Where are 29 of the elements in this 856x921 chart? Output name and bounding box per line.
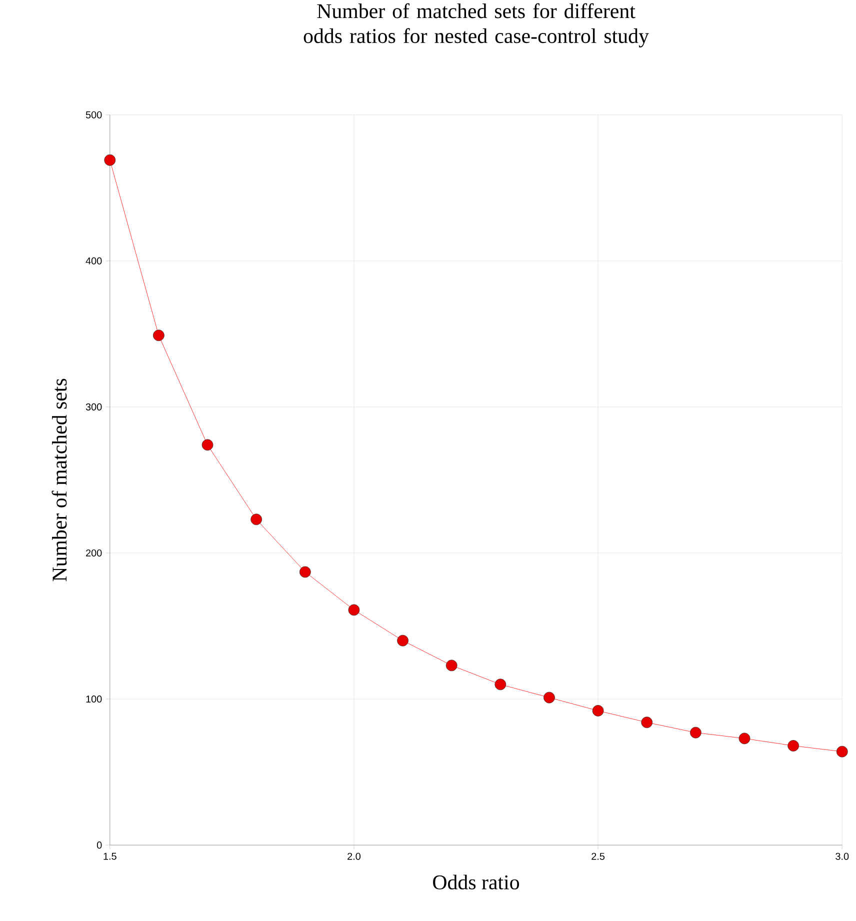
point	[202, 439, 214, 451]
point	[250, 514, 262, 526]
point	[152, 330, 164, 342]
point	[446, 660, 458, 672]
point	[104, 154, 116, 166]
x-tick-label: 3.0	[836, 852, 849, 860]
point	[494, 678, 506, 690]
y-tick-label: 100	[86, 696, 102, 703]
point	[788, 740, 799, 752]
point	[641, 716, 653, 728]
point	[299, 566, 311, 578]
y-tick-label: 0	[96, 842, 102, 849]
point	[592, 705, 604, 716]
y-tick-label: 300	[86, 403, 102, 410]
point	[690, 726, 702, 738]
point	[543, 692, 555, 704]
x-tick-label: 1.5	[104, 852, 116, 860]
y-tick-label: 400	[86, 257, 102, 264]
point	[397, 634, 408, 646]
x-axis-title: Odds ratio	[432, 874, 519, 890]
y-tick-label: 500	[86, 111, 102, 118]
point	[738, 732, 750, 744]
x-tick-label: 2.5	[592, 852, 604, 860]
x-tick-label: 2.0	[348, 852, 360, 860]
point	[836, 746, 848, 758]
y-axis-title: Number of matched sets	[52, 378, 67, 582]
chart-title: Number of matched sets for different odds ratios for nested case-control study	[304, 3, 649, 48]
point	[348, 604, 360, 616]
y-tick-label: 200	[86, 549, 102, 556]
